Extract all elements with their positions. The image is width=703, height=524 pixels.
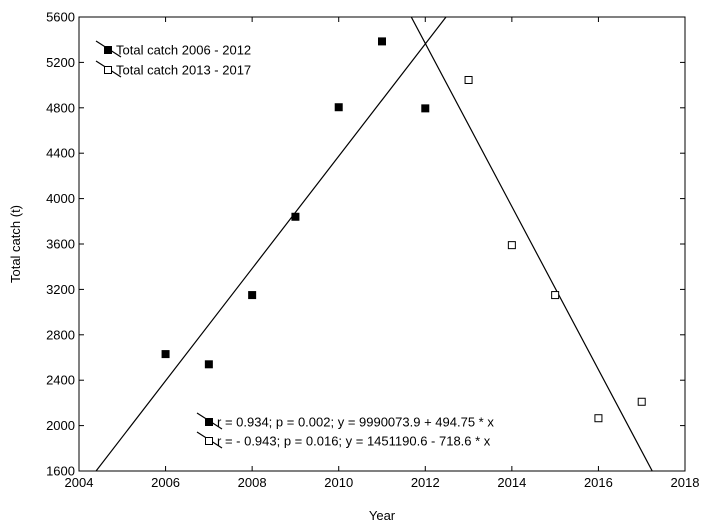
data-point-series-2 (464, 75, 473, 84)
x-axis-label: Year (369, 508, 396, 523)
legend-entry-series-2: Total catch 2013 - 2017 (95, 60, 251, 78)
y-tick-label: 2000 (46, 418, 75, 433)
stats-entry-series-1: r = 0.934; p = 0.002; y = 9990073.9 + 49… (196, 412, 494, 430)
filled-square-icon (205, 418, 213, 426)
x-tick-label: 2018 (671, 475, 700, 490)
data-point-series-2 (637, 397, 646, 406)
legend-label: Total catch 2013 - 2017 (116, 63, 251, 78)
x-tick-label: 2014 (497, 475, 526, 490)
open-square-icon (104, 66, 112, 74)
y-tick-label: 4000 (46, 191, 75, 206)
data-point-series-2 (594, 414, 603, 423)
y-tick-label: 4400 (46, 146, 75, 161)
data-point-series-1 (204, 360, 213, 369)
data-point-series-2 (507, 241, 516, 250)
filled-square-icon (104, 46, 112, 54)
regression-line-2 (410, 17, 653, 471)
stats-entry-series-2: r = - 0.943; p = 0.016; y = 1451190.6 - … (196, 431, 491, 449)
x-tick-label: 2008 (238, 475, 267, 490)
x-tick-label: 2010 (324, 475, 353, 490)
plot-frame (78, 16, 686, 472)
data-point-series-1 (248, 291, 257, 300)
y-axis-label: Total catch (t) (8, 205, 23, 283)
y-tick-label: 5600 (46, 10, 75, 25)
legend-label: r = - 0.943; p = 0.016; y = 1451190.6 - … (217, 434, 491, 449)
regression-line-1 (95, 17, 447, 471)
x-tick-label: 2006 (151, 475, 180, 490)
legend-entry-series-1: Total catch 2006 - 2012 (95, 40, 251, 58)
y-tick-label: 1600 (46, 464, 75, 479)
x-tick-label: 2016 (584, 475, 613, 490)
data-point-series-1 (161, 350, 170, 359)
y-tick-label: 4800 (46, 100, 75, 115)
data-point-series-1 (378, 37, 386, 46)
y-tick-label: 3600 (46, 237, 75, 252)
y-tick-label: 3200 (46, 282, 75, 297)
data-point-series-2 (551, 291, 560, 300)
data-point-series-1 (421, 104, 430, 113)
y-tick-label: 5200 (46, 55, 75, 70)
x-tick-label: 2012 (411, 475, 440, 490)
x-tick-label: 2004 (65, 475, 94, 490)
data-point-series-1 (334, 103, 343, 112)
y-tick-label: 2800 (46, 327, 75, 342)
open-square-icon (205, 437, 213, 445)
y-tick-label: 2400 (46, 373, 75, 388)
data-point-series-1 (291, 212, 300, 221)
legend-label: Total catch 2006 - 2012 (116, 43, 251, 58)
legend-label: r = 0.934; p = 0.002; y = 9990073.9 + 49… (217, 415, 494, 430)
